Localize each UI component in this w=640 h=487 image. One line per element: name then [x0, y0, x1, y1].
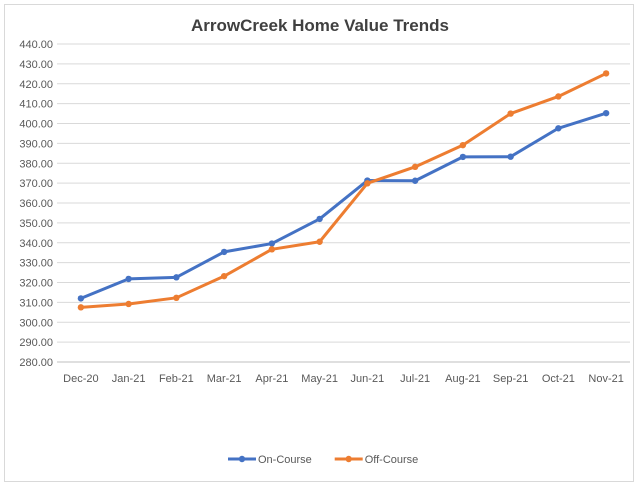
y-tick-label: 430.00 — [19, 59, 53, 71]
x-tick-label: Jun-21 — [351, 373, 385, 385]
y-tick-label: 420.00 — [19, 79, 53, 91]
y-tick-label: 370.00 — [19, 178, 53, 190]
y-tick-label: 290.00 — [19, 337, 53, 349]
data-point — [316, 238, 323, 245]
x-tick-label: Mar-21 — [207, 373, 242, 385]
chart-title: ArrowCreek Home Value Trends — [191, 16, 449, 35]
y-tick-label: 310.00 — [19, 297, 53, 309]
x-tick-label: Aug-21 — [445, 373, 480, 385]
data-point — [507, 110, 514, 117]
legend-item-on-course: On-Course — [228, 454, 312, 466]
data-point — [364, 180, 371, 187]
x-tick-label: May-21 — [301, 373, 338, 385]
x-tick-label: Dec-20 — [63, 373, 98, 385]
data-point — [220, 248, 228, 256]
y-axis-ticks: 280.00 290.00 300.00 310.00 320.00 330.00 340.… — [19, 39, 53, 369]
data-point — [77, 304, 85, 311]
y-tick-label: 320.00 — [19, 278, 53, 290]
data-point — [411, 163, 419, 171]
x-tick-label: Feb-21 — [159, 373, 194, 385]
series-group — [77, 70, 610, 311]
data-point — [316, 215, 323, 223]
legend: On-Course Off-Course — [228, 454, 418, 466]
x-tick-label: Jan-21 — [112, 373, 146, 385]
data-point — [507, 153, 514, 160]
data-point — [125, 300, 132, 308]
y-tick-label: 340.00 — [19, 238, 53, 250]
y-tick-label: 280.00 — [19, 357, 53, 369]
data-point — [268, 240, 276, 247]
x-axis-ticks: Dec-20 Jan-21 Feb-21 Mar-21 Apr-21 May-21 Jun-… — [63, 373, 624, 385]
data-point — [268, 246, 276, 253]
legend-marker — [238, 455, 246, 463]
legend-label: Off-Course — [365, 454, 419, 466]
data-point — [602, 109, 610, 117]
series-line-off-course — [79, 71, 608, 309]
data-point — [459, 141, 467, 149]
x-tick-label: Apr-21 — [255, 373, 288, 385]
x-tick-label: Jul-21 — [400, 373, 430, 385]
series-line-on-course — [79, 111, 608, 300]
data-point — [555, 93, 562, 100]
data-point — [173, 294, 180, 302]
data-point — [459, 153, 467, 161]
x-tick-label: Oct-21 — [542, 373, 575, 385]
data-point — [173, 274, 180, 281]
x-tick-label: Nov-21 — [588, 373, 623, 385]
y-tick-label: 380.00 — [19, 158, 53, 170]
data-point — [555, 125, 562, 132]
y-tick-label: 390.00 — [19, 138, 53, 150]
y-tick-label: 410.00 — [19, 99, 53, 111]
gridlines — [57, 43, 630, 363]
y-tick-label: 300.00 — [19, 317, 53, 329]
y-tick-label: 360.00 — [19, 198, 53, 210]
y-tick-label: 350.00 — [19, 218, 53, 230]
y-tick-label: 440.00 — [19, 39, 53, 51]
data-point — [411, 177, 419, 184]
data-point — [77, 295, 85, 302]
data-point — [602, 70, 610, 77]
data-point — [125, 275, 132, 283]
legend-label: On-Course — [258, 454, 312, 466]
y-tick-label: 330.00 — [19, 258, 53, 270]
x-tick-label: Sep-21 — [493, 373, 528, 385]
legend-item-off-course: Off-Course — [334, 454, 419, 466]
legend-marker — [345, 455, 352, 463]
y-tick-label: 400.00 — [19, 119, 53, 131]
data-point — [220, 272, 228, 280]
